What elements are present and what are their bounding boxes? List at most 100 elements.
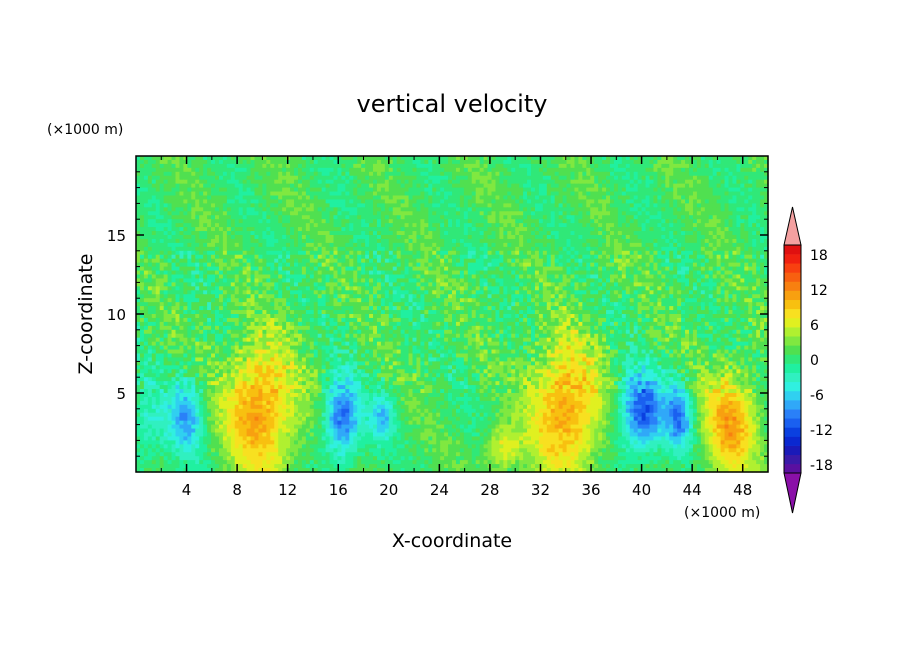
field-cell bbox=[760, 159, 765, 165]
field-cell bbox=[297, 203, 303, 208]
field-cell bbox=[400, 167, 406, 173]
field-cell bbox=[511, 215, 516, 220]
field-cell bbox=[396, 274, 402, 280]
field-cell bbox=[716, 219, 722, 224]
field-cell bbox=[574, 156, 579, 161]
field-cell bbox=[744, 227, 749, 232]
field-cell bbox=[744, 163, 749, 169]
field-cell bbox=[187, 238, 192, 244]
field-cell bbox=[424, 207, 429, 212]
field-cell bbox=[420, 183, 425, 189]
field-cell bbox=[625, 235, 631, 240]
field-cell bbox=[290, 254, 295, 260]
field-cell bbox=[143, 270, 149, 276]
field-cell bbox=[301, 195, 307, 201]
field-cell bbox=[606, 171, 611, 177]
field-cell bbox=[258, 211, 263, 216]
field-cell bbox=[207, 171, 212, 177]
field-cell bbox=[416, 171, 421, 177]
field-cell bbox=[242, 246, 248, 252]
field-cell bbox=[700, 179, 706, 185]
field-cell bbox=[507, 195, 512, 201]
field-cell bbox=[143, 258, 149, 264]
field-cell bbox=[246, 163, 252, 169]
field-cell bbox=[546, 266, 552, 272]
field-cell bbox=[369, 167, 374, 173]
field-cell bbox=[238, 211, 244, 216]
field-cell bbox=[313, 235, 319, 240]
field-cell bbox=[452, 219, 457, 224]
field-cell bbox=[748, 250, 753, 256]
field-cell bbox=[519, 254, 524, 260]
field-cell bbox=[191, 254, 196, 260]
field-cell bbox=[452, 238, 457, 244]
field-cell bbox=[511, 219, 516, 224]
field-cell bbox=[673, 262, 678, 268]
field-cell bbox=[139, 187, 145, 193]
field-cell bbox=[333, 238, 339, 244]
field-cell bbox=[483, 254, 489, 260]
field-cell bbox=[349, 246, 354, 252]
field-cell bbox=[578, 183, 583, 189]
field-cell bbox=[613, 207, 619, 212]
field-cell bbox=[566, 191, 572, 197]
field-cell bbox=[365, 219, 370, 224]
field-cell bbox=[167, 235, 173, 240]
field-cell bbox=[700, 171, 706, 177]
field-cell bbox=[586, 223, 591, 228]
field-cell bbox=[645, 270, 651, 276]
field-cell bbox=[744, 254, 749, 260]
field-cell bbox=[515, 179, 520, 185]
field-cell bbox=[432, 274, 437, 280]
field-cell bbox=[432, 211, 437, 216]
field-cell bbox=[550, 199, 556, 204]
field-cell bbox=[554, 167, 560, 173]
field-cell bbox=[424, 274, 429, 280]
field-cell bbox=[720, 266, 726, 272]
field-cell bbox=[139, 219, 145, 224]
field-cell bbox=[376, 187, 382, 193]
field-cell bbox=[566, 183, 572, 189]
field-cell bbox=[637, 215, 643, 220]
field-cell bbox=[226, 250, 232, 256]
field-cell bbox=[400, 179, 406, 185]
field-cell bbox=[586, 167, 591, 173]
field-cell bbox=[262, 235, 267, 240]
field-cell bbox=[258, 262, 263, 268]
field-cell bbox=[337, 242, 342, 248]
field-cell bbox=[740, 195, 745, 201]
field-cell bbox=[222, 219, 228, 224]
field-cell bbox=[566, 262, 572, 268]
field-cell bbox=[590, 231, 595, 236]
field-cell bbox=[309, 191, 315, 197]
field-cell bbox=[420, 274, 425, 280]
field-cell bbox=[507, 203, 512, 208]
field-cell bbox=[708, 195, 714, 201]
field-cell bbox=[297, 207, 303, 212]
field-cell bbox=[151, 171, 157, 177]
field-cell bbox=[673, 274, 678, 280]
field-cell bbox=[384, 163, 390, 169]
field-cell bbox=[621, 215, 627, 220]
field-cell bbox=[317, 254, 323, 260]
field-cell bbox=[226, 223, 232, 228]
field-cell bbox=[365, 163, 370, 169]
field-cell bbox=[700, 231, 706, 236]
field-cell bbox=[313, 215, 319, 220]
field-cell bbox=[317, 156, 323, 161]
field-cell bbox=[756, 159, 761, 165]
field-cell bbox=[558, 199, 564, 204]
field-cell bbox=[203, 238, 208, 244]
field-cell bbox=[645, 183, 651, 189]
field-cell bbox=[238, 191, 244, 197]
field-cell bbox=[203, 175, 208, 181]
field-cell bbox=[598, 254, 603, 260]
field-cell bbox=[428, 167, 433, 173]
field-cell bbox=[534, 262, 540, 268]
field-cell bbox=[479, 254, 485, 260]
field-cell bbox=[404, 171, 410, 177]
field-cell bbox=[665, 266, 670, 272]
field-cell bbox=[195, 211, 200, 216]
field-cell bbox=[333, 179, 339, 185]
field-cell bbox=[515, 156, 520, 161]
